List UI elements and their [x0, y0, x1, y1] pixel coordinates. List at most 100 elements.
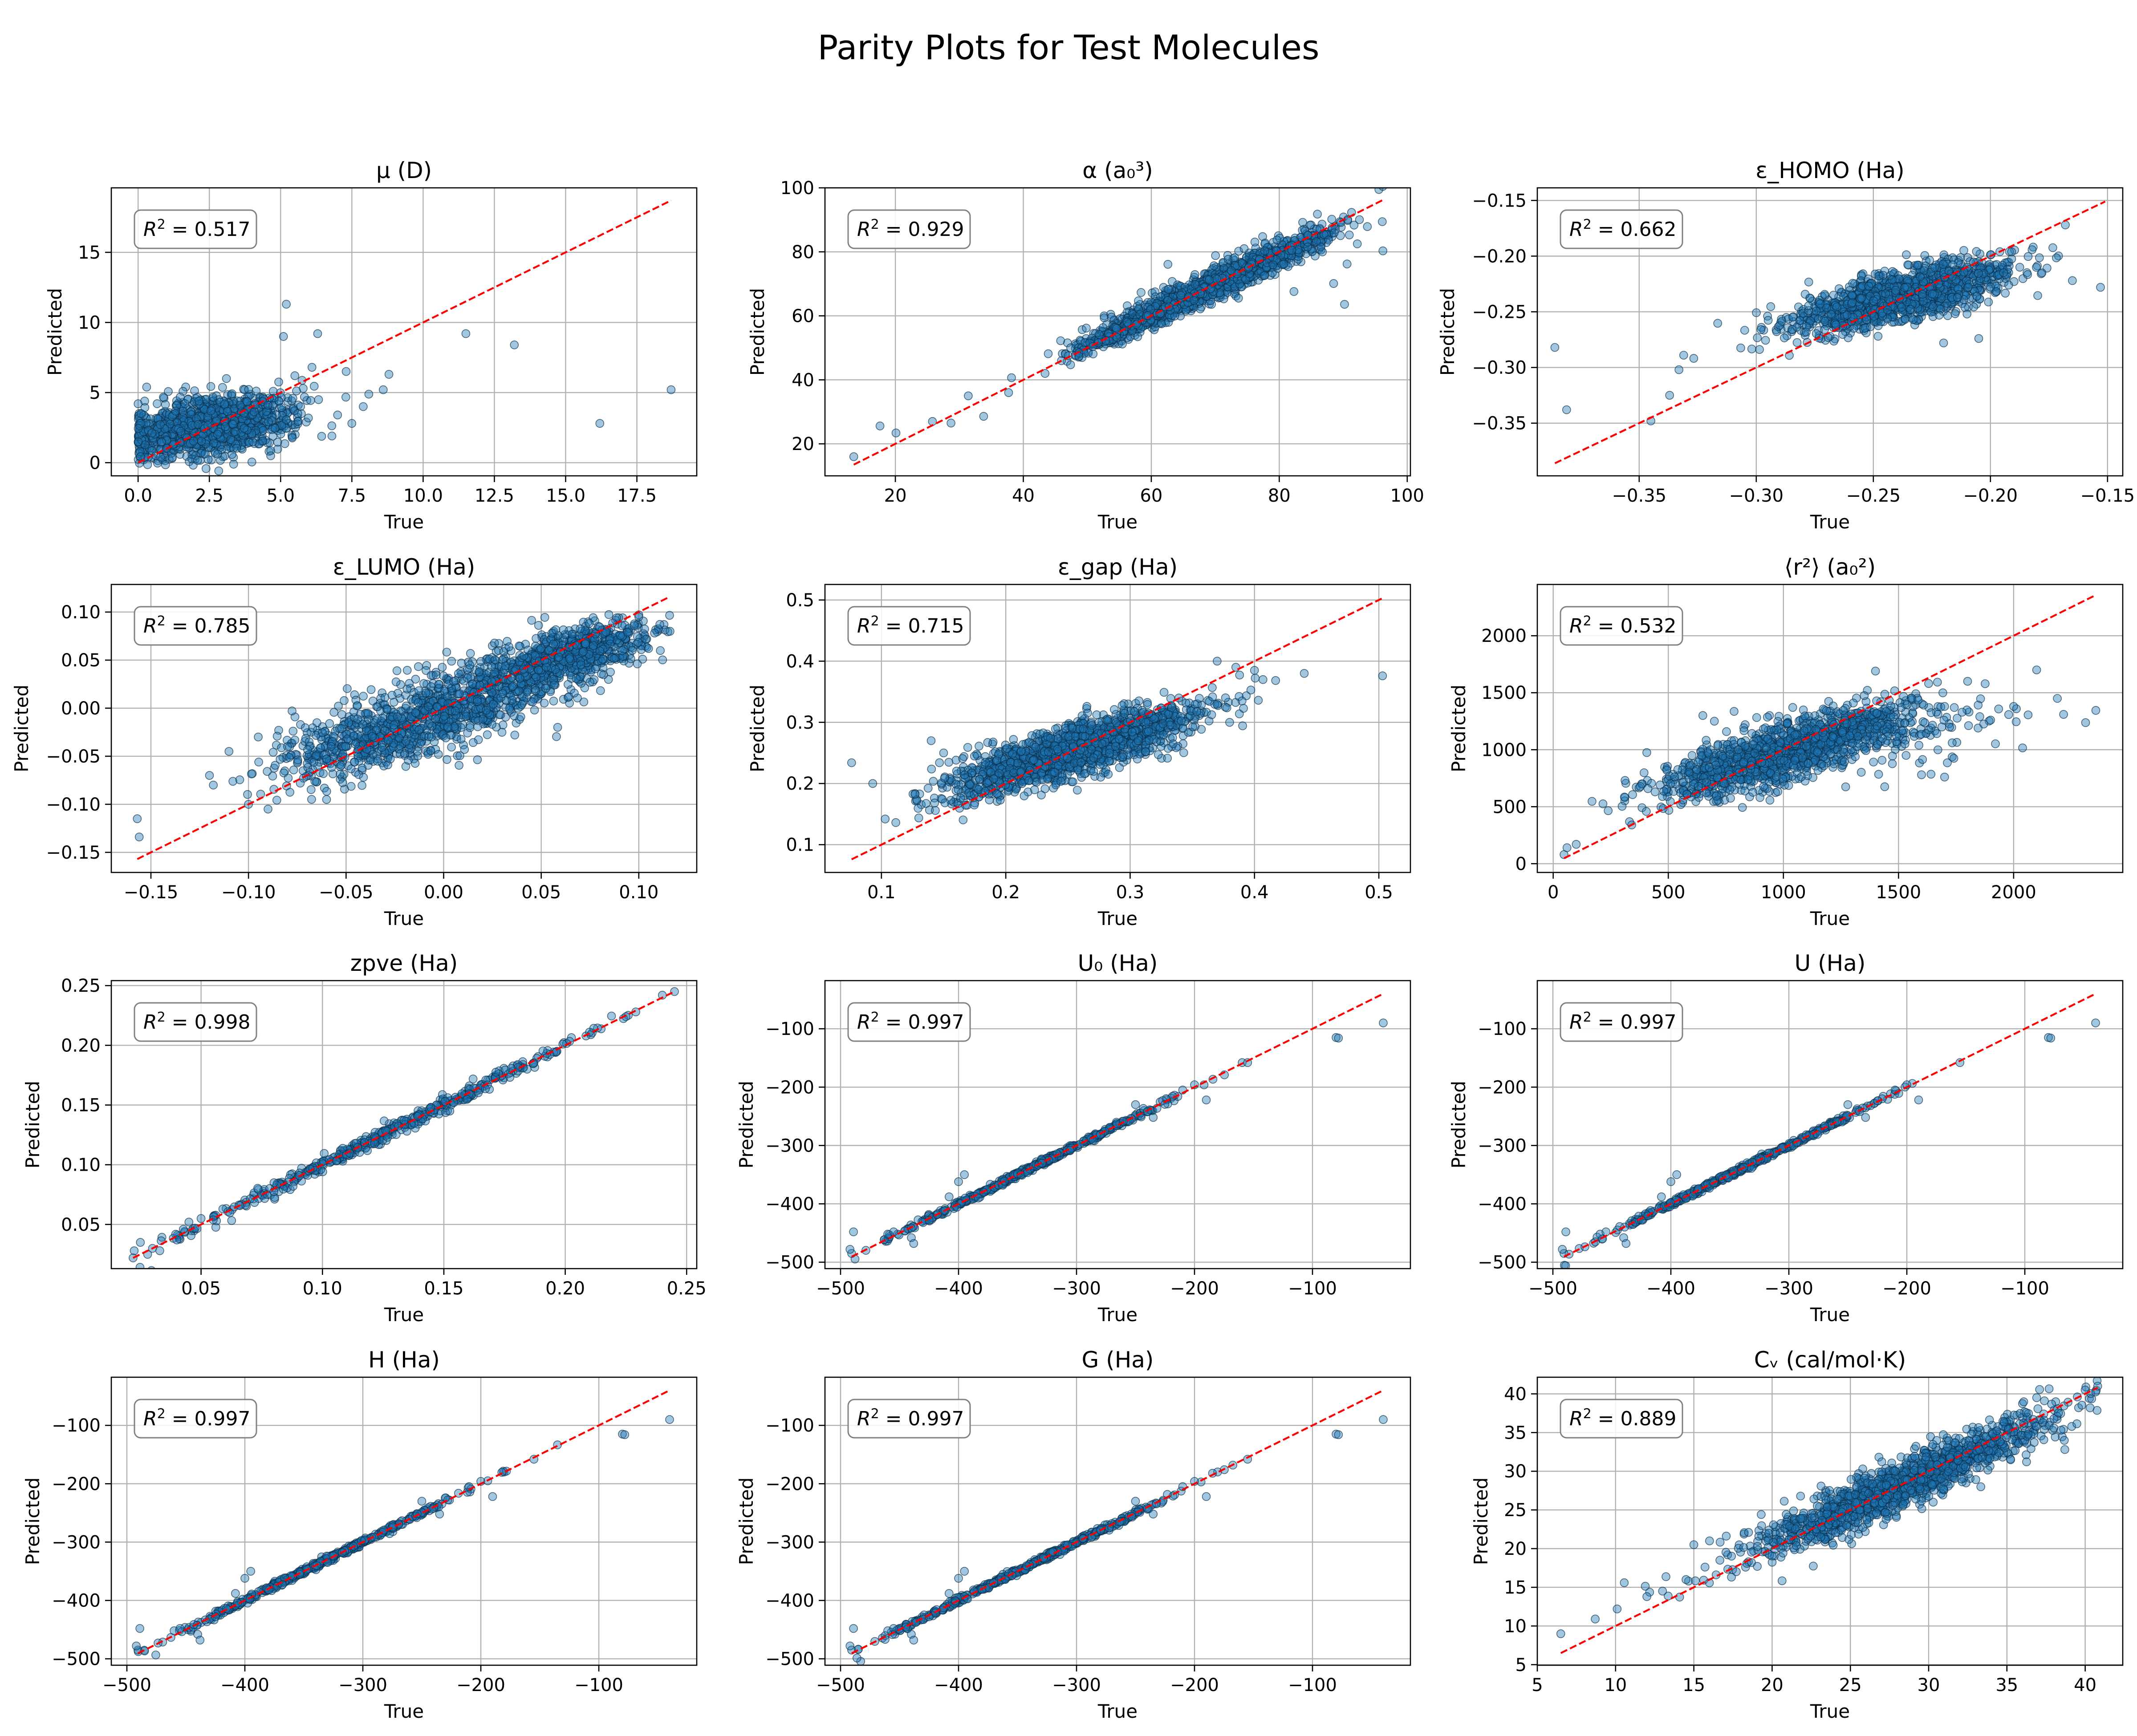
scatter-point [1740, 326, 1749, 335]
scatter-point [1909, 315, 1918, 324]
scatter-point [304, 414, 313, 422]
x-tick-label: 7.5 [338, 486, 366, 506]
scatter-point [279, 332, 288, 341]
scatter-point [288, 405, 298, 414]
scatter-point [153, 399, 162, 408]
scatter-point [1279, 260, 1288, 269]
y-tick-label: 100 [780, 178, 814, 199]
scatter-point [1268, 260, 1277, 269]
scatter-point [1984, 297, 1993, 307]
scatter-point [1176, 291, 1185, 300]
scatter-point [282, 300, 291, 309]
scatter-point [288, 706, 297, 715]
scatter-point [1928, 289, 1937, 299]
scatter-point [310, 777, 320, 786]
scatter-point [1004, 388, 1013, 397]
scatter-point [1897, 303, 1906, 312]
x-tick-label: 100 [1390, 486, 1424, 506]
r2-annotation: R2 = 0.662 [1560, 209, 1683, 249]
scatter-point [232, 444, 241, 453]
scatter-point [1780, 333, 1789, 342]
scatter-point [1196, 289, 1205, 299]
scatter-point [269, 785, 279, 794]
scatter-point [1305, 220, 1314, 230]
scatter-point [319, 769, 328, 778]
r2-annotation: R2 = 0.517 [134, 209, 257, 249]
scatter-point [1289, 287, 1299, 296]
scatter-point [208, 393, 218, 402]
scatter-point [182, 452, 191, 461]
scatter-point [1842, 311, 1852, 320]
scatter-point [1802, 328, 1811, 337]
scatter-point [292, 386, 301, 396]
scatter-point [1959, 246, 1968, 255]
scatter-point [193, 456, 202, 465]
scatter-point [336, 770, 345, 779]
x-axis-label: True [1810, 511, 1850, 533]
scatter-point [303, 745, 312, 754]
scatter-point [1674, 365, 1683, 374]
scatter-point [1848, 298, 1857, 307]
scatter-point [194, 420, 203, 429]
scatter-point [1939, 338, 1948, 348]
y-tick-label: 15 [78, 243, 101, 263]
scatter-point [282, 415, 291, 425]
scatter-point [1190, 296, 1199, 305]
scatter-point [243, 397, 252, 406]
scatter-point [1327, 215, 1337, 224]
scatter-point [1972, 247, 1981, 256]
scatter-point [1832, 302, 1841, 312]
x-tick-label: 80 [1268, 486, 1291, 506]
scatter-point [313, 329, 322, 338]
scatter-point [347, 419, 357, 428]
y-tick-label: 80 [792, 242, 814, 263]
scatter-point [1066, 360, 1075, 369]
scatter-point [1829, 291, 1838, 300]
scatter-point [290, 371, 300, 380]
scatter-point [1950, 309, 1960, 318]
scatter-point [1089, 349, 1098, 358]
scatter-point [1363, 222, 1372, 231]
scatter-point [134, 399, 143, 408]
scatter-point [510, 340, 519, 349]
scatter-point [254, 758, 263, 767]
scatter-point [1378, 188, 1387, 191]
scatter-point [2007, 254, 2016, 264]
scatter-point [1345, 230, 1354, 239]
y-tick-label: −0.15 [1472, 191, 1527, 211]
scatter-point [327, 421, 337, 430]
scatter-point [171, 406, 180, 416]
scatter-point [1056, 336, 1065, 345]
scatter-point [1095, 330, 1104, 339]
scatter-point [1804, 277, 1813, 287]
scatter-point [176, 427, 185, 436]
x-axis-label: True [1097, 511, 1138, 533]
scatter-point [322, 754, 331, 763]
scatter-point [200, 449, 210, 458]
scatter-point [1163, 260, 1173, 269]
scatter-point [1881, 289, 1890, 298]
scatter-point [1848, 291, 1857, 300]
scatter-point [1761, 336, 1770, 345]
scatter-point [1934, 311, 1944, 320]
scatter-point [1916, 272, 1925, 281]
scatter-point [268, 432, 278, 441]
scatter-point [240, 424, 249, 433]
figure-title: Parity Plots for Test Molecules [817, 28, 1320, 67]
scatter-point [259, 426, 268, 435]
scatter-point [317, 432, 326, 441]
scatter-point [1831, 320, 1840, 329]
scatter-point [231, 427, 240, 436]
scatter-point [1212, 275, 1221, 284]
x-tick-label: 10.0 [403, 486, 443, 506]
x-tick-label: 15.0 [546, 486, 585, 506]
x-tick-label: 2.5 [195, 486, 223, 506]
scatter-point [1190, 280, 1199, 289]
scatter-point [964, 391, 973, 401]
scatter-point [1756, 325, 1766, 334]
x-axis-label: True [384, 511, 424, 533]
scatter-point [1260, 271, 1269, 280]
scatter-point [1820, 316, 1830, 326]
scatter-point [1969, 302, 1979, 312]
scatter-point [1044, 349, 1053, 358]
